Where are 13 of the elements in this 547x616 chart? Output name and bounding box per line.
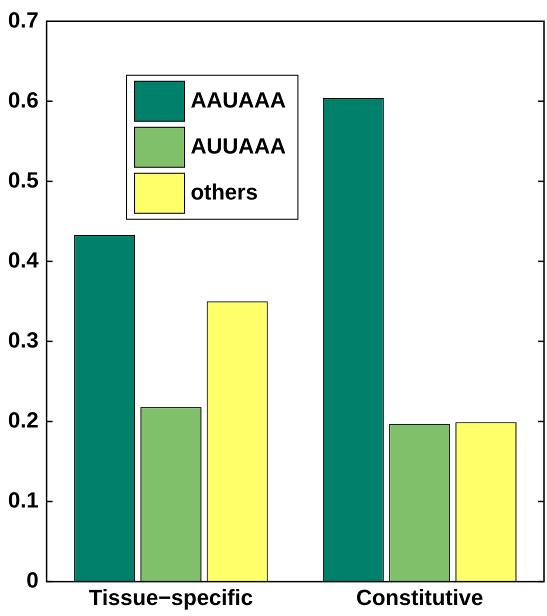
y-tick-label: 0.2 xyxy=(8,408,39,433)
x-tick-label: Tissue−specific xyxy=(88,584,253,610)
y-tick-label: 0.1 xyxy=(8,488,39,513)
y-tick-label: 0.3 xyxy=(8,327,39,352)
legend-label: AAUAAA xyxy=(190,87,286,112)
y-tick-label: 0.4 xyxy=(8,247,40,272)
y-tick-label: 0.7 xyxy=(8,7,39,32)
y-tick-label: 0.6 xyxy=(8,87,39,112)
legend-label: others xyxy=(190,179,258,204)
y-tick-label: 0.5 xyxy=(8,167,39,192)
y-tick-label: 0 xyxy=(26,568,39,593)
legend-label: AUUAAA xyxy=(190,133,286,158)
x-tick-label: Constitutive xyxy=(356,584,484,610)
